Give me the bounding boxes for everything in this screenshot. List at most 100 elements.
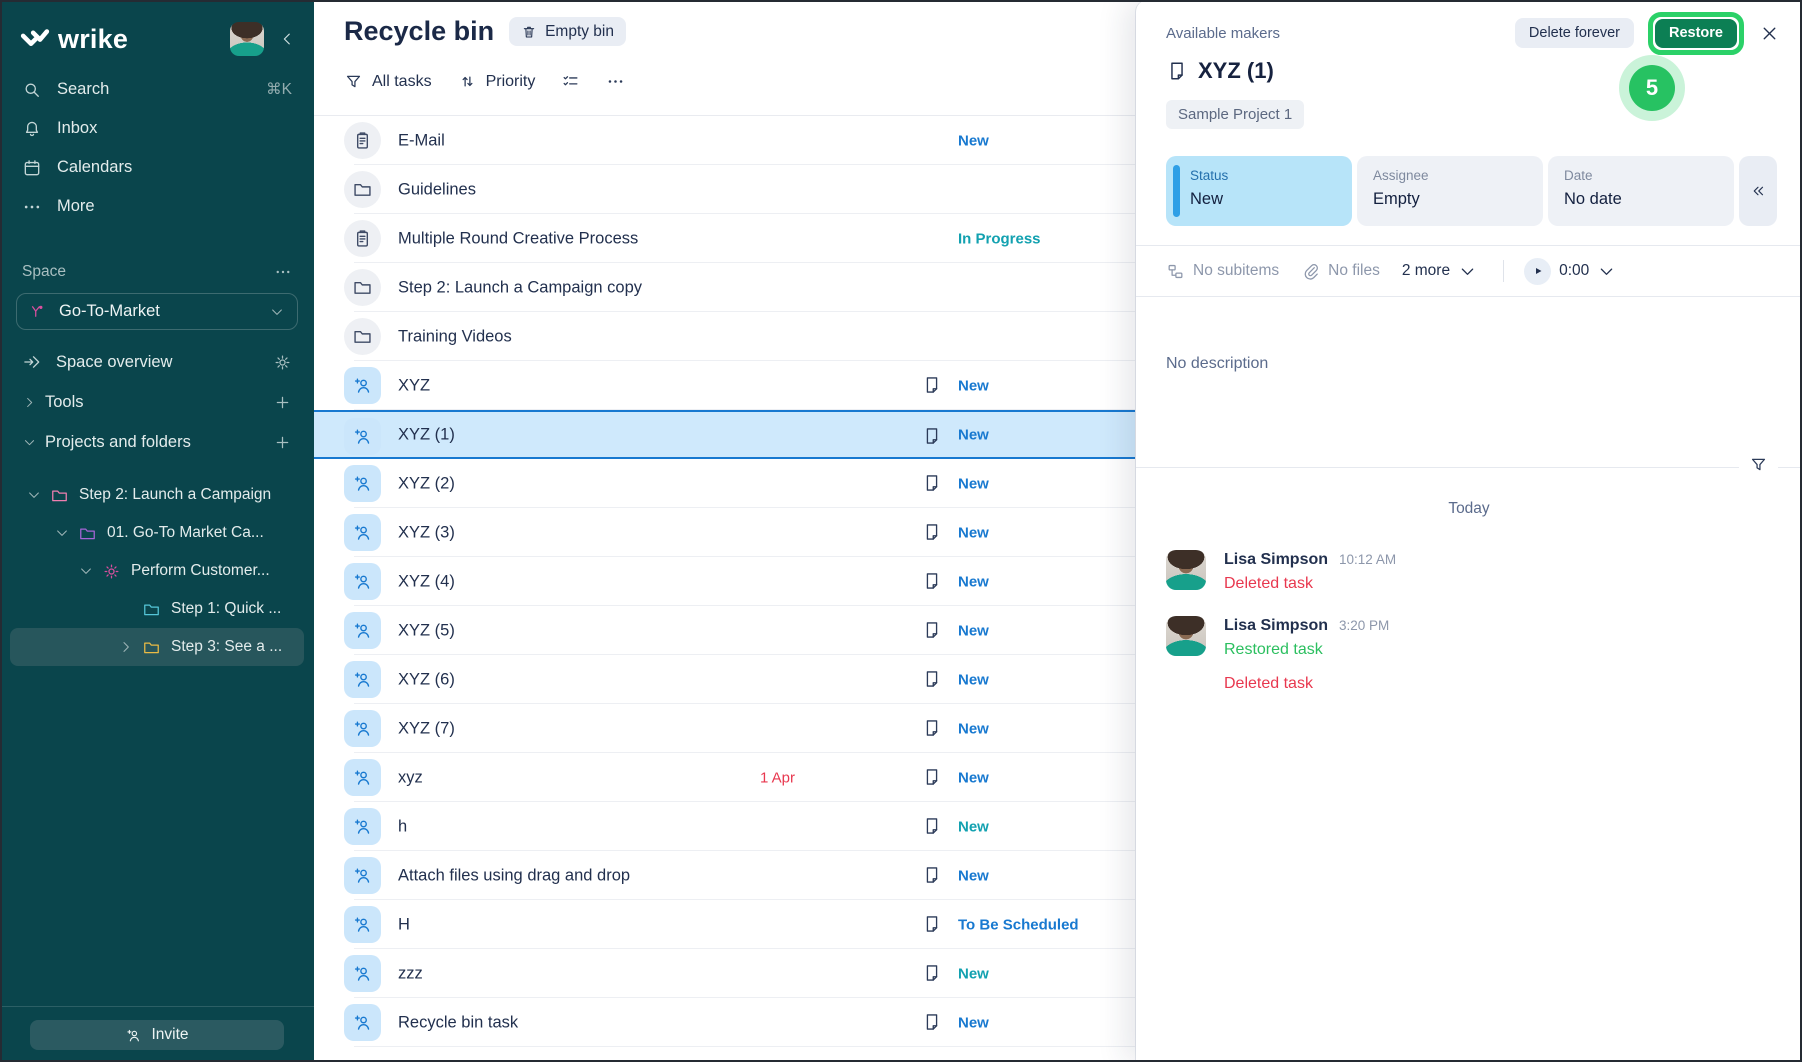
task-row[interactable]: E-Mail New — [314, 116, 1802, 165]
task-row[interactable]: XYZ New — [314, 361, 1802, 410]
timer-control[interactable]: 0:00 — [1524, 257, 1616, 285]
folder-icon — [50, 486, 69, 505]
filter-all-tasks[interactable]: All tasks — [344, 72, 432, 91]
tree-chevron-icon[interactable] — [118, 639, 134, 655]
task-row[interactable]: h New — [314, 802, 1802, 851]
collapse-fields-button[interactable] — [1739, 156, 1777, 226]
task-row[interactable]: XYZ (6) New — [314, 655, 1802, 704]
task-row[interactable]: H To Be Scheduled — [314, 900, 1802, 949]
gear-icon[interactable] — [273, 353, 292, 372]
task-type-icon — [344, 857, 381, 894]
feed-filter-button[interactable] — [1739, 455, 1778, 474]
task-row[interactable]: Step 2: Launch a Campaign copy — [314, 263, 1802, 312]
more-fields-dropdown[interactable]: 2 more — [1402, 262, 1477, 281]
tree-chevron-icon[interactable] — [26, 487, 42, 503]
task-name: Guidelines — [398, 180, 476, 198]
play-button[interactable] — [1524, 257, 1552, 285]
delete-forever-button[interactable]: Delete forever — [1514, 18, 1634, 48]
sidebar-item-tools[interactable]: Tools — [0, 382, 314, 422]
task-status[interactable]: New — [958, 1014, 989, 1031]
tree-item-label: Perform Customer... — [131, 562, 270, 579]
date-field[interactable]: Date No date — [1548, 156, 1734, 226]
invite-button[interactable]: Invite — [30, 1020, 284, 1050]
project-tag[interactable]: Sample Project 1 — [1166, 100, 1305, 129]
trash-icon — [521, 24, 537, 40]
user-avatar[interactable] — [230, 22, 264, 56]
task-status[interactable]: New — [958, 377, 989, 394]
task-status[interactable]: New — [958, 573, 989, 590]
task-status[interactable]: New — [958, 524, 989, 541]
step-badge-number: 5 — [1629, 65, 1675, 111]
tree-item[interactable]: 01. Go-To Market Ca... — [10, 514, 304, 552]
task-status[interactable]: New — [958, 671, 989, 688]
task-status[interactable]: New — [958, 769, 989, 786]
task-row[interactable]: XYZ (2) New — [314, 459, 1802, 508]
assignee-field[interactable]: Assignee Empty — [1357, 156, 1543, 226]
task-status[interactable]: New — [958, 965, 989, 982]
task-row[interactable]: Multiple Round Creative Process In Progr… — [314, 214, 1802, 263]
more-options-icon[interactable] — [606, 72, 625, 91]
task-row[interactable]: Attach files using drag and drop New — [314, 851, 1802, 900]
feed-avatar[interactable] — [1166, 550, 1206, 590]
task-row[interactable]: zzz New — [314, 949, 1802, 998]
space-switcher[interactable]: Go-To-Market — [16, 293, 298, 330]
wrike-logo[interactable]: wrike — [20, 24, 128, 55]
task-type-icon — [344, 906, 381, 943]
task-row[interactable]: XYZ (4) New — [314, 557, 1802, 606]
task-row[interactable]: Training Videos — [314, 312, 1802, 361]
feed-avatar[interactable] — [1166, 616, 1206, 656]
close-icon[interactable] — [1759, 23, 1780, 44]
note-icon — [922, 767, 942, 787]
tree-item[interactable]: Step 2: Launch a Campaign — [10, 476, 304, 514]
tree-item[interactable]: Perform Customer... — [10, 552, 304, 590]
sort-priority[interactable]: Priority — [458, 72, 536, 91]
row-glyph-icon — [352, 326, 373, 347]
tree-chevron-icon[interactable] — [78, 563, 94, 579]
note-icon — [922, 1012, 942, 1032]
feed-action: Deleted task — [1224, 675, 1313, 692]
space-section-label: Space — [22, 263, 66, 280]
task-row[interactable]: Guidelines — [314, 165, 1802, 214]
files-button[interactable]: No files — [1301, 262, 1380, 281]
task-row[interactable]: XYZ (5) New — [314, 606, 1802, 655]
task-row[interactable]: xyz 1 Apr New — [314, 753, 1802, 802]
sidebar-item-search[interactable]: Search ⌘K — [0, 70, 314, 109]
subitems-button[interactable]: No subitems — [1166, 262, 1279, 281]
sidebar-item-more[interactable]: More — [0, 187, 314, 226]
empty-bin-button[interactable]: Empty bin — [509, 17, 626, 46]
sidebar-item-inbox[interactable]: Inbox — [0, 109, 314, 148]
chevron-right-icon[interactable] — [22, 395, 37, 410]
task-status[interactable]: New — [958, 720, 989, 737]
task-status[interactable]: New — [958, 426, 989, 443]
tree-chevron-icon[interactable] — [54, 525, 70, 541]
task-row[interactable]: XYZ (3) New — [314, 508, 1802, 557]
brand-name: wrike — [58, 23, 129, 54]
note-icon — [922, 571, 942, 591]
task-status[interactable]: New — [958, 475, 989, 492]
add-icon[interactable] — [273, 433, 292, 452]
task-status[interactable]: New — [958, 132, 989, 149]
status-field[interactable]: Status New — [1166, 156, 1352, 226]
restore-button[interactable]: Restore — [1655, 18, 1737, 48]
chevron-down-icon[interactable] — [22, 435, 37, 450]
sidebar-item-space-overview[interactable]: Space overview — [0, 342, 314, 382]
tree-item[interactable]: Step 3: See a ... — [10, 628, 304, 666]
task-status[interactable]: New — [958, 818, 989, 835]
task-status[interactable]: To Be Scheduled — [958, 916, 1079, 933]
task-status[interactable]: New — [958, 867, 989, 884]
task-icon — [1166, 60, 1188, 82]
task-row[interactable]: XYZ (7) New — [314, 704, 1802, 753]
project-tree: Step 2: Launch a Campaign 01. Go-To Mark… — [0, 476, 314, 666]
sort-label: Priority — [485, 72, 536, 90]
sidebar-item-projects-folders[interactable]: Projects and folders — [0, 422, 314, 462]
fields-icon[interactable] — [561, 72, 580, 91]
sidebar-collapse-icon[interactable] — [278, 30, 296, 48]
task-status[interactable]: In Progress — [958, 230, 1041, 247]
sidebar-item-calendars[interactable]: Calendars — [0, 148, 314, 187]
task-status[interactable]: New — [958, 622, 989, 639]
space-menu-icon[interactable] — [274, 263, 292, 281]
description-placeholder[interactable]: No description — [1166, 355, 1269, 372]
add-icon[interactable] — [273, 393, 292, 412]
tree-item[interactable]: Step 1: Quick ... — [10, 590, 304, 628]
task-row[interactable]: Recycle bin task New — [314, 998, 1802, 1047]
